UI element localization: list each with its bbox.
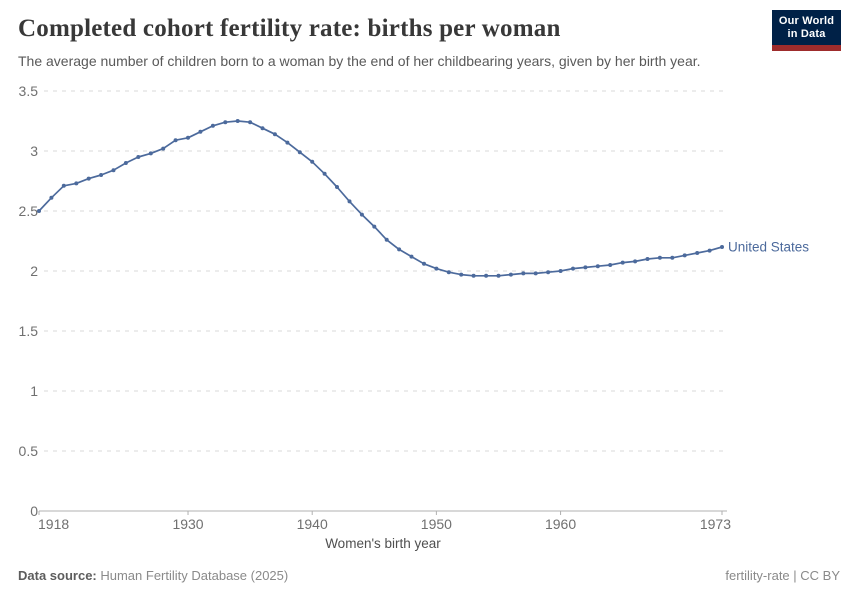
data-point[interactable] <box>123 161 128 165</box>
data-point[interactable] <box>645 257 650 261</box>
x-tick-label: 1930 <box>172 516 203 532</box>
data-point[interactable] <box>670 255 675 260</box>
data-point[interactable] <box>583 265 588 270</box>
data-point[interactable] <box>384 237 389 242</box>
data-point[interactable] <box>620 260 625 265</box>
data-point[interactable] <box>695 251 700 255</box>
data-point[interactable] <box>397 247 402 252</box>
data-point[interactable] <box>595 264 600 269</box>
data-source: Data source: Human Fertility Database (2… <box>18 568 288 583</box>
data-point[interactable] <box>310 159 315 164</box>
data-point[interactable] <box>198 129 203 134</box>
data-point[interactable] <box>484 273 489 278</box>
data-point[interactable] <box>272 132 277 137</box>
owid-logo-line1: Our World <box>778 15 835 27</box>
data-point[interactable] <box>99 173 104 177</box>
y-tick-label: 0 <box>30 503 38 519</box>
data-point[interactable] <box>446 270 451 275</box>
y-tick-label: 0.5 <box>19 443 39 459</box>
data-point[interactable] <box>186 135 190 140</box>
data-point[interactable] <box>471 273 476 278</box>
x-tick-label: 1950 <box>421 516 452 532</box>
data-point[interactable] <box>86 176 91 181</box>
data-point[interactable] <box>148 151 153 156</box>
data-point[interactable] <box>558 269 563 273</box>
data-point[interactable] <box>61 183 66 188</box>
data-point[interactable] <box>571 266 575 271</box>
chart-footer: Data source: Human Fertility Database (2… <box>0 568 850 590</box>
data-point[interactable] <box>434 266 439 271</box>
series-end-label: United States <box>728 240 809 255</box>
owid-logo-line2: in Data <box>787 28 826 40</box>
data-point[interactable] <box>546 270 551 275</box>
y-tick-label: 3 <box>30 143 38 159</box>
data-point[interactable] <box>210 123 215 128</box>
data-point[interactable] <box>496 273 501 278</box>
y-tick-label: 3.5 <box>19 83 39 99</box>
x-tick-label: 1940 <box>297 516 328 532</box>
data-point[interactable] <box>422 261 426 266</box>
data-point[interactable] <box>49 195 54 200</box>
data-point[interactable] <box>633 259 638 264</box>
data-point[interactable] <box>533 271 538 276</box>
data-point[interactable] <box>111 168 116 173</box>
data-point[interactable] <box>508 272 513 277</box>
page-title: Completed cohort fertility rate: births … <box>18 15 561 42</box>
data-point[interactable] <box>409 254 414 259</box>
data-point[interactable] <box>136 155 141 159</box>
x-tick-label: 1918 <box>38 516 69 532</box>
data-point[interactable] <box>682 253 687 258</box>
data-point[interactable] <box>347 199 352 204</box>
data-point[interactable] <box>248 120 253 125</box>
series-line-united-states[interactable] <box>38 120 723 277</box>
data-point[interactable] <box>359 212 364 217</box>
data-point[interactable] <box>260 126 265 131</box>
y-tick-label: 1 <box>30 383 38 399</box>
page-subtitle: The average number of children born to a… <box>18 53 701 69</box>
owid-logo[interactable]: Our World in Data <box>772 10 841 51</box>
y-tick-label: 2 <box>30 263 38 279</box>
data-point[interactable] <box>459 272 464 277</box>
data-point[interactable] <box>657 255 662 260</box>
data-point[interactable] <box>297 150 302 155</box>
license-note[interactable]: fertility-rate | CC BY <box>725 568 840 583</box>
data-point[interactable] <box>223 120 228 125</box>
data-source-value: Human Fertility Database (2025) <box>96 568 289 583</box>
data-point[interactable] <box>720 245 724 249</box>
data-point[interactable] <box>37 209 41 213</box>
y-tick-label: 1.5 <box>19 323 39 339</box>
data-point[interactable] <box>372 224 377 229</box>
data-point[interactable] <box>521 271 526 276</box>
data-point[interactable] <box>173 138 178 143</box>
data-source-label: Data source: <box>18 568 97 583</box>
x-tick-label: 1973 <box>700 516 731 532</box>
data-point[interactable] <box>235 119 240 123</box>
y-tick-label: 2.5 <box>19 203 39 219</box>
data-point[interactable] <box>707 248 712 253</box>
data-point[interactable] <box>322 171 327 176</box>
data-point[interactable] <box>74 181 79 186</box>
data-point[interactable] <box>608 263 613 267</box>
x-tick-label: 1960 <box>545 516 576 532</box>
data-point[interactable] <box>335 185 339 189</box>
x-axis-title: Women's birth year <box>325 536 441 551</box>
data-point[interactable] <box>285 140 290 145</box>
data-point[interactable] <box>161 146 166 151</box>
